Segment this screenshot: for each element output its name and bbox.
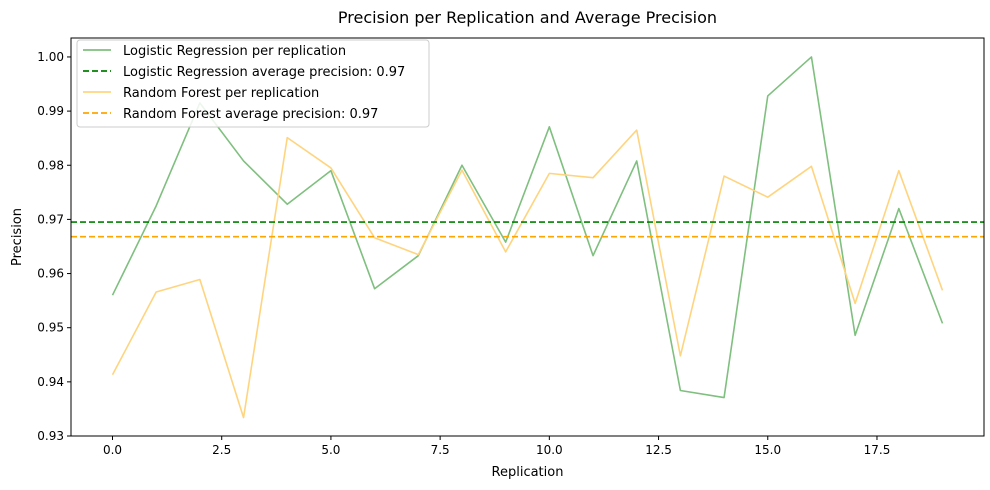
x-tick-label: 0.0 xyxy=(103,443,122,457)
series-line-logistic-regression xyxy=(111,56,944,399)
y-tick-label: 0.95 xyxy=(37,321,64,335)
y-axis-label: Precision xyxy=(10,208,25,266)
x-tick-label: 10.0 xyxy=(536,443,563,457)
series-line-random-forest xyxy=(111,129,944,419)
plot-area: 0.0 2.5 5.0 7.5 10.0 12.5 15.0 17.5 0.93 0.94 0.95… xyxy=(37,37,985,457)
x-tick-label: 17.5 xyxy=(864,443,891,457)
legend: Logistic Regression per replication Logis… xyxy=(76,39,430,128)
x-tick-label: 2.5 xyxy=(212,443,231,457)
y-tick-label: 0.97 xyxy=(37,212,64,226)
x-tick-label: 15.0 xyxy=(754,443,781,457)
x-tick-label: 12.5 xyxy=(645,443,672,457)
y-tick-label: 0.93 xyxy=(37,429,64,443)
y-tick-label: 0.94 xyxy=(37,375,64,389)
y-tick-label: 0.99 xyxy=(37,104,64,118)
plot-frame xyxy=(70,37,985,437)
legend-entry-label: Random Forest per replication xyxy=(123,86,319,101)
x-axis-label: Replication xyxy=(492,465,564,480)
legend-entry-label: Logistic Regression per replication xyxy=(123,44,346,59)
chart-title: Precision per Replication and Average Pr… xyxy=(338,8,717,27)
y-tick-label: 0.96 xyxy=(37,267,64,281)
y-tick-label: 0.98 xyxy=(37,158,64,172)
legend-entry-label: Logistic Regression average precision: 0… xyxy=(123,65,405,80)
legend-entry-label: Random Forest average precision: 0.97 xyxy=(123,107,378,122)
x-tick-label: 7.5 xyxy=(431,443,450,457)
y-tick-label: 1.00 xyxy=(37,50,64,64)
x-tick-label: 5.0 xyxy=(321,443,340,457)
legend-box xyxy=(76,39,430,128)
